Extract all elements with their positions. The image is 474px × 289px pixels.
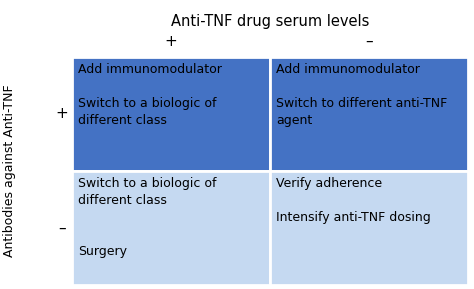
Text: Antibodies against Anti-TNF: Antibodies against Anti-TNF [3, 85, 17, 257]
Text: –: – [365, 34, 373, 49]
Text: Anti-TNF drug serum levels: Anti-TNF drug serum levels [171, 14, 369, 29]
Bar [72, 57, 270, 171]
Text: Add immunomodulator

Switch to different anti-TNF
agent: Add immunomodulator Switch to different … [276, 63, 447, 127]
Bar [270, 171, 468, 285]
Text: –: – [58, 221, 66, 236]
Text: Verify adherence

Intensify anti-TNF dosing: Verify adherence Intensify anti-TNF dosi… [276, 177, 431, 224]
Text: +: + [55, 107, 68, 121]
Bar [270, 57, 468, 171]
Text: +: + [164, 34, 177, 49]
Bar [72, 171, 270, 285]
Text: Switch to a biologic of
different class


Surgery: Switch to a biologic of different class … [78, 177, 217, 258]
Text: Add immunomodulator

Switch to a biologic of
different class: Add immunomodulator Switch to a biologic… [78, 63, 222, 127]
